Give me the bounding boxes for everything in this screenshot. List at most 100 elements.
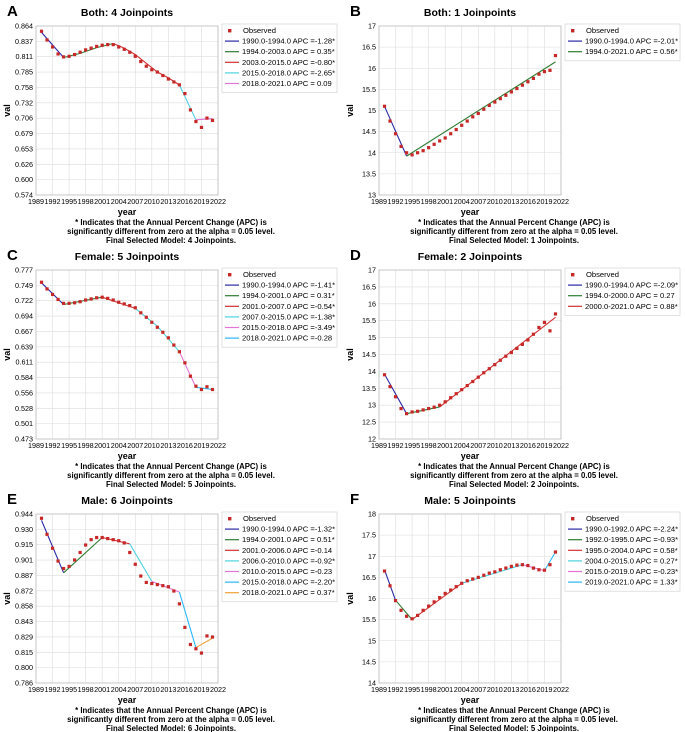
segment-line bbox=[178, 84, 197, 121]
observed-point bbox=[476, 111, 480, 116]
observed-point bbox=[537, 568, 541, 572]
observed-point bbox=[399, 608, 403, 612]
y-tick-label: 17 bbox=[368, 22, 376, 31]
y-tick-label: 16 bbox=[368, 594, 376, 603]
y-axis-label: val bbox=[345, 592, 355, 605]
x-tick-label: 2001 bbox=[94, 685, 110, 694]
y-tick-label: 0.749 bbox=[15, 281, 33, 290]
x-tick-label: 2007 bbox=[470, 197, 486, 206]
observed-points bbox=[382, 312, 558, 416]
observed-point bbox=[188, 374, 193, 378]
legend-box bbox=[564, 267, 681, 316]
x-axis-label: year bbox=[461, 451, 480, 461]
observed-point bbox=[73, 52, 77, 57]
observed-point bbox=[482, 107, 486, 111]
observed-point bbox=[465, 579, 469, 583]
observed-point bbox=[460, 581, 464, 585]
observed-point bbox=[210, 118, 215, 123]
legend-entry-label: 1990.0-1992.0 APC =-2.24* bbox=[585, 525, 678, 534]
observed-point bbox=[498, 358, 502, 362]
y-tick-label: 0.930 bbox=[15, 525, 33, 534]
x-tick-label: 2004 bbox=[454, 441, 470, 450]
y-tick-label: 0.584 bbox=[15, 373, 33, 382]
y-tick-label: 14 bbox=[368, 148, 376, 157]
x-tick-label: 2007 bbox=[470, 441, 486, 450]
grid bbox=[378, 25, 562, 196]
observed-point bbox=[542, 70, 547, 74]
observed-point bbox=[73, 558, 77, 562]
panel-e: E Male: 6 Joinpoints 0.944 0.930 0.915 0.901 0… bbox=[0, 488, 342, 732]
observed-point bbox=[460, 123, 464, 127]
observed-point bbox=[493, 363, 497, 367]
chart-svg-e: E Male: 6 Joinpoints 0.944 0.930 0.915 0.901 0… bbox=[2, 491, 338, 732]
plot-frame bbox=[35, 269, 219, 440]
panel-f: F Male: 5 Joinpoints 18 17.5 17 16.5 16 15.5 15 1… bbox=[343, 488, 685, 732]
observed-point bbox=[95, 296, 99, 300]
segment-line bbox=[411, 582, 463, 621]
observed-point bbox=[438, 139, 442, 143]
observed-point bbox=[111, 298, 115, 302]
observed-point bbox=[487, 571, 491, 575]
observed-point bbox=[432, 405, 436, 409]
y-tick-label: 0.528 bbox=[15, 404, 33, 413]
observed-point bbox=[443, 136, 447, 140]
legend-entry-label: 2015.0-2018.0 APC =-3.49* bbox=[242, 323, 335, 332]
observed-point bbox=[421, 408, 425, 412]
observed-point bbox=[393, 395, 398, 399]
observed-point bbox=[504, 354, 508, 358]
legend-entry-label: 1992.0-1995.0 APC =-0.93* bbox=[585, 535, 678, 544]
observed-point bbox=[100, 43, 104, 47]
x-tick-label: 1995 bbox=[404, 441, 420, 450]
observed-point bbox=[393, 599, 398, 603]
observed-points bbox=[382, 53, 558, 157]
observed-point bbox=[210, 387, 215, 392]
y-tick-label: 13 bbox=[368, 191, 376, 200]
observed-point bbox=[172, 589, 176, 593]
observed-point bbox=[139, 574, 143, 578]
observed-point bbox=[144, 64, 148, 68]
joinpoint-segments bbox=[41, 32, 213, 121]
x-tick-label: 2001 bbox=[437, 685, 453, 694]
segment-line bbox=[384, 373, 408, 414]
x-tick-label: 1998 bbox=[421, 197, 437, 206]
legend-entry-label: 2006.0-2010.0 APC =-0.92* bbox=[242, 556, 335, 565]
observed-point bbox=[498, 97, 502, 101]
segment-line bbox=[195, 386, 213, 391]
observed-point bbox=[454, 127, 458, 132]
legend-entry-label: 2015.0-2018.0 APC =-2.65* bbox=[242, 68, 335, 77]
observed-point bbox=[432, 142, 436, 146]
x-tick-label: 2016 bbox=[177, 197, 193, 206]
observed-point bbox=[111, 538, 115, 542]
observed-point bbox=[410, 153, 414, 157]
observed-point bbox=[520, 342, 524, 346]
observed-point bbox=[404, 412, 409, 416]
observed-point bbox=[106, 43, 110, 47]
observed-point bbox=[493, 570, 497, 574]
observed-point bbox=[465, 119, 469, 123]
observed-point bbox=[95, 535, 99, 540]
observed-point bbox=[382, 373, 387, 377]
y-tick-label: 0.915 bbox=[15, 540, 33, 549]
y-tick-label: 17 bbox=[368, 266, 376, 275]
y-tick-label: 0.626 bbox=[15, 160, 33, 169]
legend: Observed 1990.0-1992.0 APC =-2.24*1992.0-… bbox=[564, 511, 681, 592]
y-tick-label: 0.815 bbox=[15, 648, 33, 657]
y-tick-label: 0.858 bbox=[15, 602, 33, 611]
observed-point bbox=[161, 330, 165, 334]
legend-entry-label: 1990.0-1994.0 APC =-2.09* bbox=[585, 281, 678, 290]
x-tick-label: 2010 bbox=[487, 197, 503, 206]
observed-point bbox=[117, 45, 121, 49]
y-tick-label: 0.611 bbox=[16, 358, 33, 367]
y-tick-label: 0.732 bbox=[15, 98, 33, 107]
x-tick-label: 1995 bbox=[404, 197, 420, 206]
chart-title: Male: 5 Joinpoints bbox=[424, 495, 516, 507]
legend-observed-label: Observed bbox=[586, 26, 619, 35]
observed-points bbox=[382, 550, 558, 621]
legend-observed-marker bbox=[228, 517, 232, 521]
y-tick-label: 12 bbox=[368, 435, 376, 444]
x-tick-label: 2022 bbox=[553, 441, 569, 450]
observed-point bbox=[111, 43, 115, 47]
observed-point bbox=[50, 546, 55, 550]
observed-point bbox=[150, 68, 154, 72]
observed-point bbox=[454, 392, 458, 396]
